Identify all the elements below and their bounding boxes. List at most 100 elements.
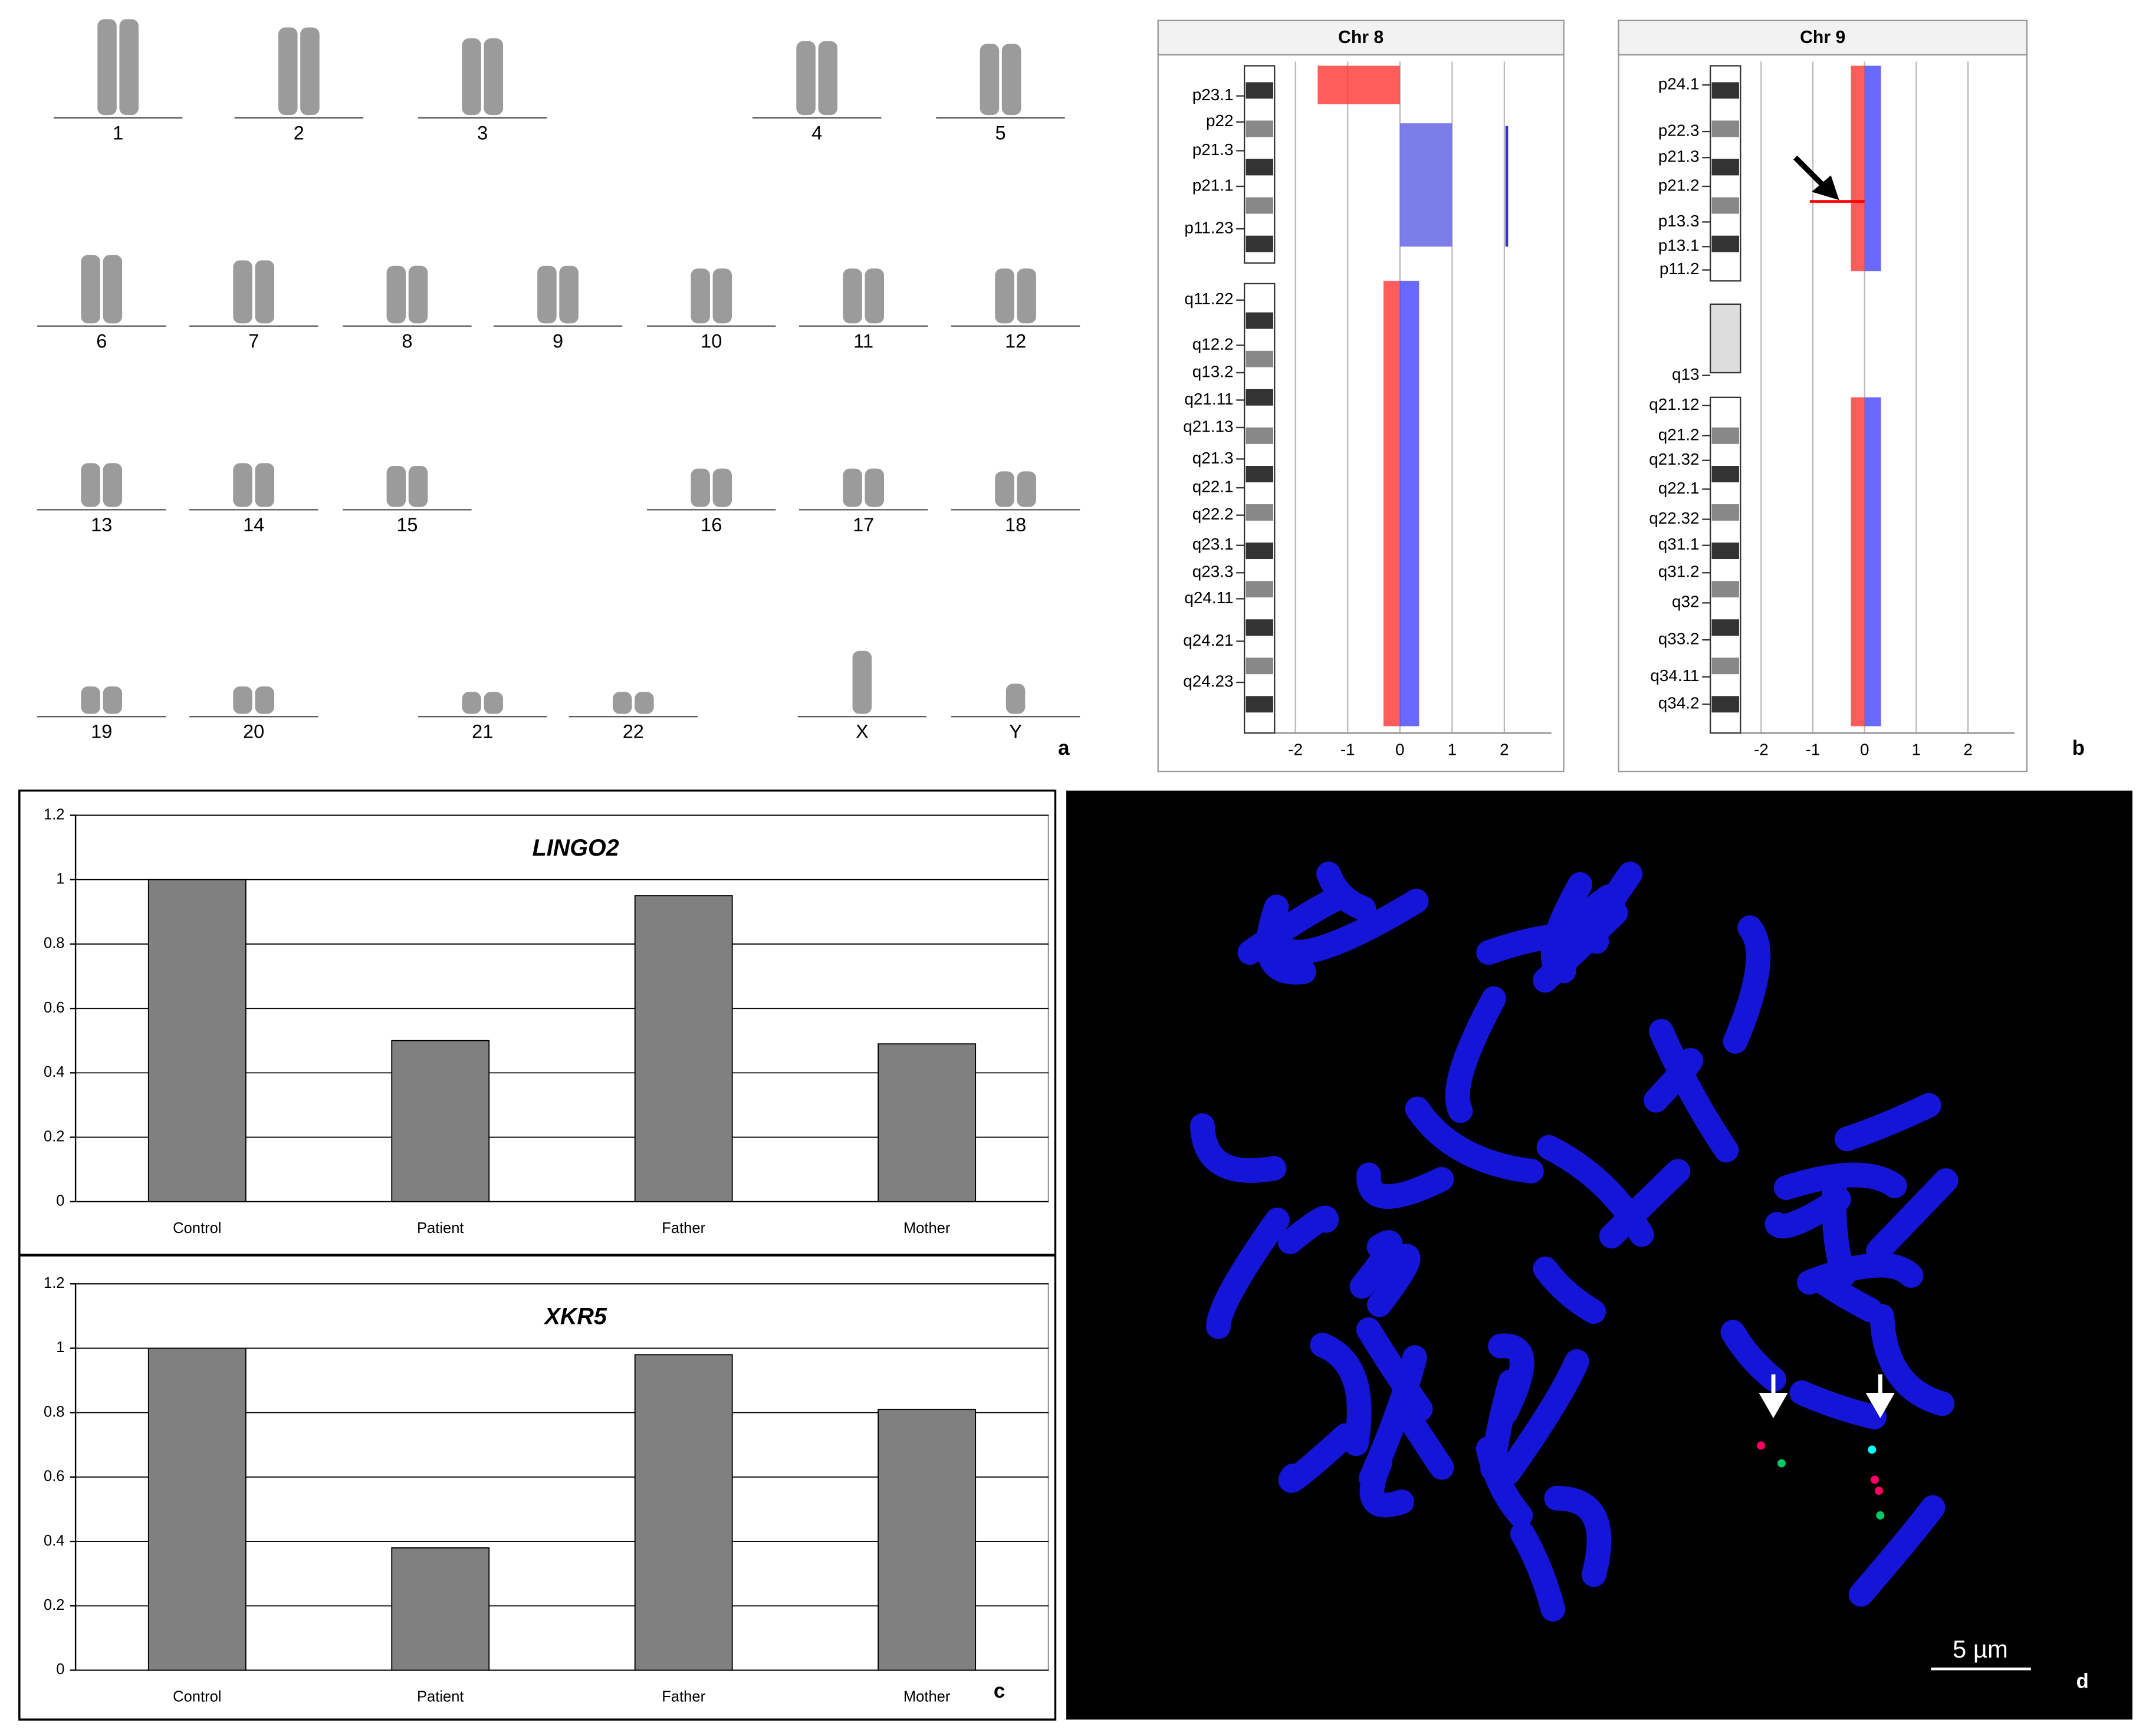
chromosome-number: 10 <box>701 330 722 351</box>
chromosome-image <box>980 44 1000 116</box>
chromosome-number: 3 <box>477 122 488 143</box>
fish-signal <box>1757 1441 1766 1450</box>
band-label: q31.2 <box>1658 563 1700 581</box>
chromosome <box>1445 986 1506 1123</box>
chromosome <box>1496 1349 1589 1485</box>
chromosome-image <box>1017 268 1036 324</box>
cloud-loss <box>1851 65 1865 272</box>
chromosome <box>1349 1230 1403 1299</box>
fish-chromosomes <box>1189 862 1959 1622</box>
band-label: p11.2 <box>1660 259 1700 278</box>
bar <box>878 1043 977 1202</box>
chromosome-number: 8 <box>402 330 412 351</box>
band-label: q33.2 <box>1658 629 1700 647</box>
ideogram-band <box>1246 696 1273 713</box>
chromosome <box>1583 862 1643 954</box>
band-label: q21.3 <box>1192 449 1234 467</box>
chromosome <box>1809 1268 1883 1323</box>
cloud-loss <box>1383 281 1400 726</box>
band-label: q34.11 <box>1650 666 1699 685</box>
chromosome-number: 20 <box>243 721 264 742</box>
band-label: p22.3 <box>1658 121 1700 139</box>
title-bar <box>1157 19 1565 56</box>
chromosome-image <box>843 468 862 507</box>
band-label: q21.13 <box>1183 417 1233 435</box>
chromosome-image <box>103 463 123 507</box>
ideogram-band <box>1246 350 1273 367</box>
band-label: q32 <box>1672 593 1700 611</box>
ideogram-band <box>1711 657 1739 675</box>
y-tick-label: 0 <box>56 1661 64 1678</box>
chromosome-number: 15 <box>396 514 418 535</box>
ideogram-band <box>1246 542 1273 560</box>
fish-signal <box>1868 1445 1877 1454</box>
plot-title: Chr 8 <box>1338 28 1384 47</box>
chromosome-number: 7 <box>248 330 259 351</box>
ideogram-band <box>1246 581 1273 598</box>
cloud-loss <box>1851 397 1865 726</box>
chromosome <box>1720 1320 1786 1392</box>
arrows <box>1759 1374 1895 1418</box>
x-tick-label: Control <box>173 1689 221 1705</box>
chromosome-image <box>233 686 252 714</box>
chromosome-image <box>635 692 654 714</box>
band-label: q34.2 <box>1658 694 1700 712</box>
chromosome-image <box>484 692 504 714</box>
ideogram-band <box>1246 427 1273 444</box>
chromosome-image <box>81 463 100 507</box>
ideogram-band <box>1246 619 1273 636</box>
chromosome <box>1723 915 1771 1054</box>
chromosome <box>1510 1521 1566 1622</box>
chromosome-image <box>233 260 252 324</box>
chromosome-number: 19 <box>91 721 112 742</box>
chromosome-number: 16 <box>701 514 722 535</box>
chromosome-image <box>796 41 816 116</box>
panel-label: a <box>1058 737 1070 760</box>
band-label: q21.11 <box>1184 390 1233 408</box>
band-label: q23.3 <box>1192 563 1234 581</box>
chromosome-image <box>865 468 885 507</box>
ideogram-band <box>1711 542 1739 560</box>
y-tick-label: 0.2 <box>44 1128 65 1145</box>
band-label: q23.1 <box>1192 535 1234 553</box>
ideogram-band <box>1246 159 1273 176</box>
ideogram-band <box>1711 120 1739 137</box>
band-label: q22.1 <box>1192 478 1234 496</box>
chromosome <box>1834 1093 1941 1152</box>
band-label: p22 <box>1206 111 1234 130</box>
chromosome-image <box>103 686 123 714</box>
title-bar <box>1618 19 2028 56</box>
ideogram-band <box>1246 312 1273 329</box>
chromosome-number: 4 <box>811 122 822 143</box>
chromosome-number: 11 <box>853 330 873 351</box>
ideogram-band <box>1711 696 1739 713</box>
chromosome <box>1277 1205 1339 1255</box>
band-label: q13.2 <box>1192 362 1234 380</box>
band-label: q11.22 <box>1184 290 1233 308</box>
chromosome-image <box>1006 683 1026 714</box>
chromosome <box>1869 1304 1955 1416</box>
band-label: p13.1 <box>1658 236 1700 255</box>
y-tick-label: 1.2 <box>44 1275 65 1291</box>
chromosome-number: 1 <box>113 122 123 143</box>
band-label: q22.2 <box>1192 505 1234 523</box>
band-label: q24.21 <box>1183 631 1233 649</box>
chromosome-number: 12 <box>1005 330 1026 351</box>
chromosome-image <box>865 268 885 324</box>
x-tick-label: 1 <box>1912 741 1921 759</box>
chromosome <box>1366 1243 1421 1317</box>
chromosome <box>1536 1135 1654 1247</box>
chromosome-image <box>691 268 710 324</box>
ideogram-band <box>1246 197 1273 214</box>
x-tick-label: 2 <box>1963 741 1973 759</box>
band-label: p21.3 <box>1658 147 1700 166</box>
band-label: q24.11 <box>1184 588 1233 607</box>
bar <box>878 1409 977 1671</box>
band-label: p23.1 <box>1192 86 1234 104</box>
ideogram-band <box>1246 120 1273 137</box>
x-tick-label: -2 <box>1754 741 1769 759</box>
chromosome-image <box>712 268 732 324</box>
chromosome-image <box>1001 44 1021 116</box>
